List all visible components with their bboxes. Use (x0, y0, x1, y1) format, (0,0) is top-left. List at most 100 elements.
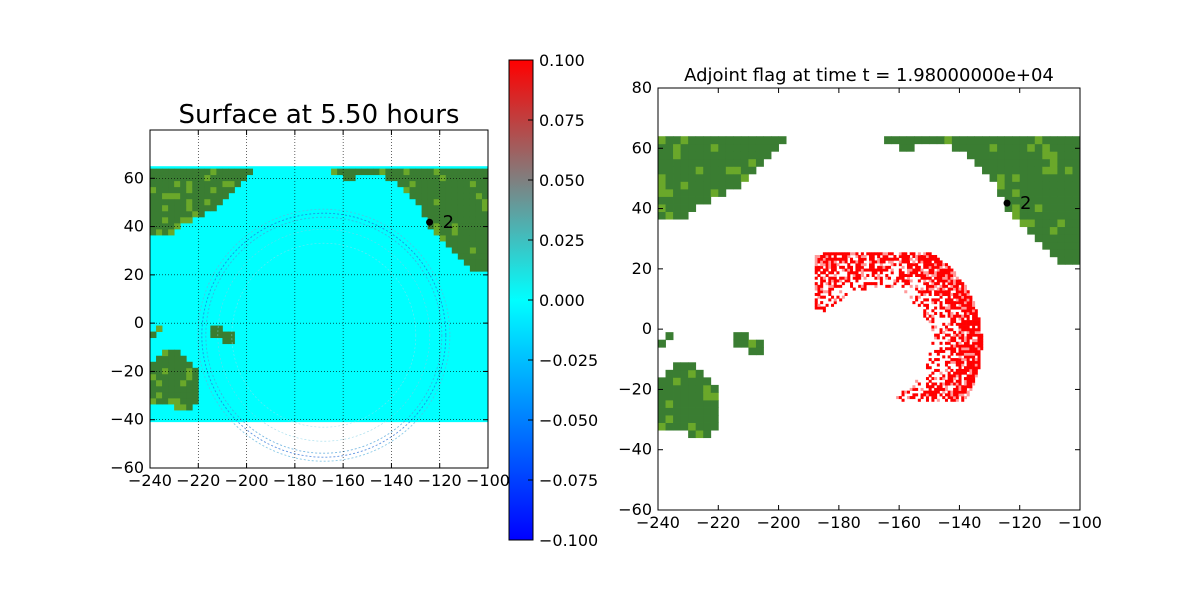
flag-cell (944, 298, 948, 302)
flag-cell (963, 328, 967, 332)
flag-cell (942, 292, 946, 296)
flag-cell (974, 374, 978, 378)
flag-cell (906, 279, 910, 283)
flag-cell (890, 284, 894, 288)
flag-cell (958, 377, 962, 381)
flag-cell (961, 336, 965, 340)
x-tick-label: −200 (757, 513, 801, 532)
flag-cell (963, 385, 967, 389)
land-cell (680, 422, 689, 431)
flag-cell (931, 279, 935, 283)
land-cell (710, 422, 719, 431)
flag-cell (904, 273, 908, 277)
land-cell (929, 136, 938, 145)
land-cell (445, 186, 453, 194)
flag-cell (820, 295, 824, 299)
land-cell (186, 174, 193, 182)
land-cell (665, 166, 674, 175)
flag-cell (966, 358, 970, 362)
flag-cell (874, 284, 878, 288)
flag-cell (958, 328, 962, 332)
land-cell (439, 198, 447, 206)
flag-cell (915, 265, 919, 269)
flag-cell (961, 387, 965, 391)
land-cell (475, 228, 483, 236)
flag-cell (833, 257, 837, 261)
land-cell (997, 181, 1006, 190)
flag-cell (972, 317, 976, 321)
flag-cell (874, 271, 878, 275)
land-cell (403, 180, 410, 188)
flag-cell (928, 276, 932, 280)
land-cell (180, 397, 187, 405)
flag-cell (923, 257, 927, 261)
flag-cell (950, 320, 954, 324)
flag-cell (871, 271, 875, 275)
land-cell (439, 168, 447, 176)
flag-cell (977, 333, 981, 337)
flag-cell (974, 341, 978, 345)
flag-cell (877, 257, 881, 261)
flag-cell (882, 257, 886, 261)
flag-cell (963, 358, 967, 362)
land-cell (1064, 143, 1073, 152)
land-cell (180, 198, 187, 206)
land-cell (997, 173, 1006, 182)
land-cell (710, 392, 719, 401)
flag-cell (953, 295, 957, 299)
flag-cell (958, 387, 962, 391)
flag-cell (953, 314, 957, 318)
flag-cell (963, 377, 967, 381)
flag-cell (972, 328, 976, 332)
land-cell (1042, 196, 1051, 205)
land-cell (1072, 158, 1080, 167)
land-cell (1072, 226, 1080, 235)
flag-cell (950, 273, 954, 277)
flag-cell (915, 257, 919, 261)
land-cell (168, 361, 175, 369)
land-cell (216, 168, 223, 176)
flag-cell (966, 325, 970, 329)
land-cell (475, 204, 483, 212)
flag-cell (814, 292, 818, 296)
flag-cell (972, 358, 976, 362)
flag-cell (869, 260, 873, 264)
land-cell (1004, 173, 1013, 182)
flag-cell (898, 273, 902, 277)
land-cell (475, 265, 483, 272)
flag-cell (953, 387, 957, 391)
flag-cell (825, 282, 829, 286)
flag-cell (928, 254, 932, 259)
flag-cell (904, 252, 908, 256)
land-cell (469, 216, 477, 224)
land-cell (763, 136, 772, 145)
flag-cell (939, 276, 943, 280)
flag-cell (833, 273, 837, 277)
flag-cell (966, 295, 970, 299)
flag-cell (969, 360, 973, 364)
flag-cell (947, 303, 951, 307)
flag-cell (972, 377, 976, 381)
flag-cell (855, 263, 859, 267)
gauge-label: 2 (443, 212, 454, 233)
land-cell (658, 143, 666, 152)
flag-cell (847, 263, 851, 267)
flag-cell (969, 311, 973, 315)
flag-cell (972, 306, 976, 310)
land-cell (180, 404, 187, 411)
land-cell (457, 192, 465, 200)
flag-cell (953, 336, 957, 340)
flag-cell (953, 320, 957, 324)
land-cell (710, 384, 719, 393)
flag-cell (896, 396, 900, 400)
land-cell (733, 332, 742, 341)
flag-cell (972, 344, 976, 348)
flag-cell (901, 271, 905, 275)
land-cell (1072, 219, 1080, 228)
flag-cell (855, 276, 859, 280)
land-cell (718, 136, 727, 145)
flag-cell (931, 320, 935, 324)
flag-cell (923, 298, 927, 302)
gauge-dot (1003, 199, 1011, 207)
land-cell (680, 188, 689, 197)
